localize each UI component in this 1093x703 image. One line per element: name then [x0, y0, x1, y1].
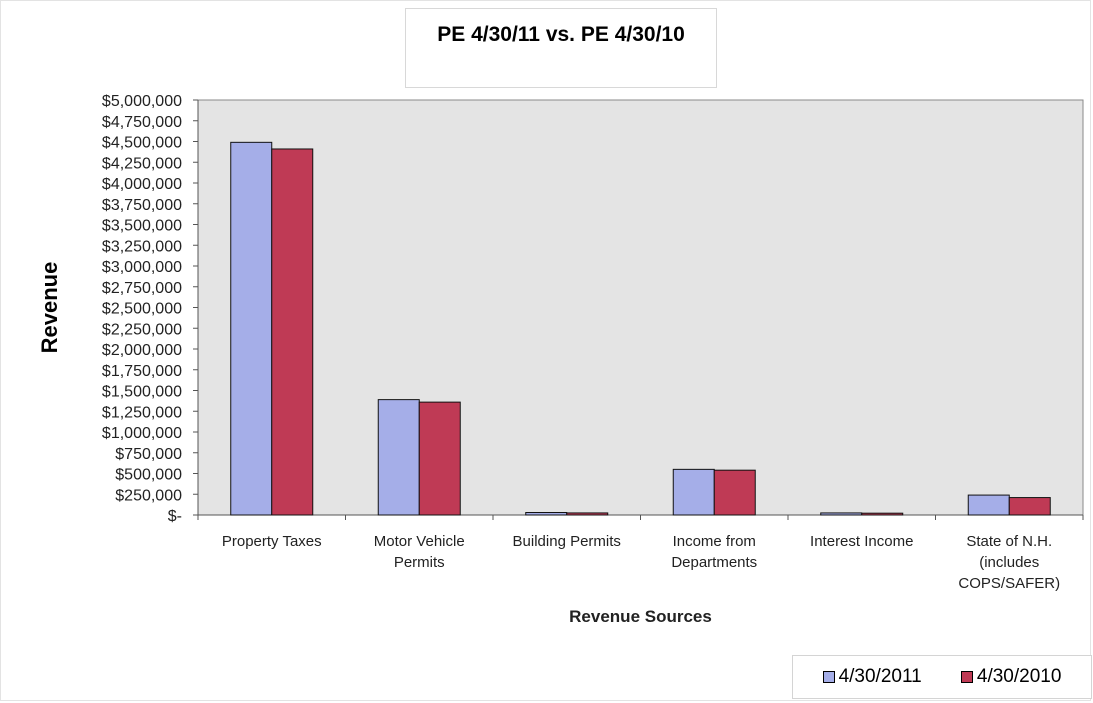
y-tick-label: $500,000	[115, 467, 182, 484]
x-tick-label-line: Building Permits	[513, 533, 621, 550]
x-tick-label: State of N.H. (includes COPS/SAFER)	[958, 533, 1060, 592]
chart-legend: 4/30/2011 4/30/2010	[792, 655, 1092, 699]
bar-series-2	[861, 512, 904, 516]
bar-series-2	[566, 512, 609, 516]
y-tick-label: $2,750,000	[102, 280, 182, 297]
x-tick-label-line: COPS/SAFER)	[958, 575, 1060, 592]
y-tick-label: $5,000,000	[102, 93, 182, 110]
chart-title: PE 4/30/11 vs. PE 4/30/10	[437, 23, 685, 46]
legend-label-series-2: 4/30/2010	[976, 666, 1062, 687]
x-tick-label: Interest Income	[810, 533, 913, 550]
legend-swatch-series-2	[960, 671, 973, 683]
y-tick-label: $2,000,000	[102, 342, 182, 359]
bar-series-2	[418, 401, 461, 516]
y-tick-label: $3,500,000	[102, 218, 182, 235]
x-tick-label: Property Taxes	[222, 533, 322, 550]
y-tick-label: $1,000,000	[102, 425, 182, 442]
legend-item-series-1: 4/30/2011	[822, 666, 922, 688]
y-tick-label: $4,000,000	[102, 176, 182, 193]
bar-series-1	[967, 494, 1010, 516]
x-tick-label-line: Interest Income	[810, 533, 913, 550]
x-axis-title: Revenue Sources	[569, 607, 712, 626]
x-tick-label-line: Property Taxes	[222, 533, 322, 550]
bar-series-1	[820, 512, 863, 516]
x-tick-label-line: Income from	[673, 533, 756, 550]
y-tick-label: $4,250,000	[102, 155, 182, 172]
bar-series-2	[713, 469, 756, 516]
y-tick-label: $4,500,000	[102, 135, 182, 152]
y-tick-label: $2,250,000	[102, 321, 182, 338]
y-tick-label: $250,000	[115, 487, 182, 504]
x-tick-label: Income from Departments	[671, 533, 757, 571]
y-tick-label: $3,250,000	[102, 238, 182, 255]
y-tick-label: $1,500,000	[102, 384, 182, 401]
bar-series-1	[230, 141, 273, 516]
y-tick-label: $-	[168, 508, 182, 525]
y-axis-title: Revenue	[37, 262, 62, 354]
legend-swatch-series-1	[822, 671, 835, 683]
y-tick-label: $1,250,000	[102, 404, 182, 421]
x-tick-label-line: Permits	[394, 554, 445, 571]
x-tick-label-line: (includes	[979, 554, 1039, 571]
y-tick-label: $750,000	[115, 446, 182, 463]
x-tick-label-line: State of N.H.	[966, 533, 1052, 550]
legend-item-series-2: 4/30/2010	[960, 666, 1062, 688]
x-tick-label: Building Permits	[513, 533, 621, 550]
bar-series-1	[377, 399, 420, 516]
y-tick-label: $3,000,000	[102, 259, 182, 276]
chart-title-box: PE 4/30/11 vs. PE 4/30/10	[405, 8, 717, 88]
plot-area	[197, 99, 1084, 516]
bar-series-1	[672, 468, 715, 516]
bar-series-2	[1008, 497, 1051, 516]
y-tick-label: $1,750,000	[102, 363, 182, 380]
legend-label-series-1: 4/30/2011	[838, 666, 922, 687]
bar-series-1	[525, 512, 568, 516]
y-tick-label: $3,750,000	[102, 197, 182, 214]
y-tick-label: $2,500,000	[102, 301, 182, 318]
y-tick-label: $4,750,000	[102, 114, 182, 131]
x-tick-label-line: Departments	[671, 554, 757, 571]
bar-series-2	[271, 148, 314, 516]
x-tick-label: Motor Vehicle Permits	[374, 533, 465, 571]
x-tick-label-line: Motor Vehicle	[374, 533, 465, 550]
